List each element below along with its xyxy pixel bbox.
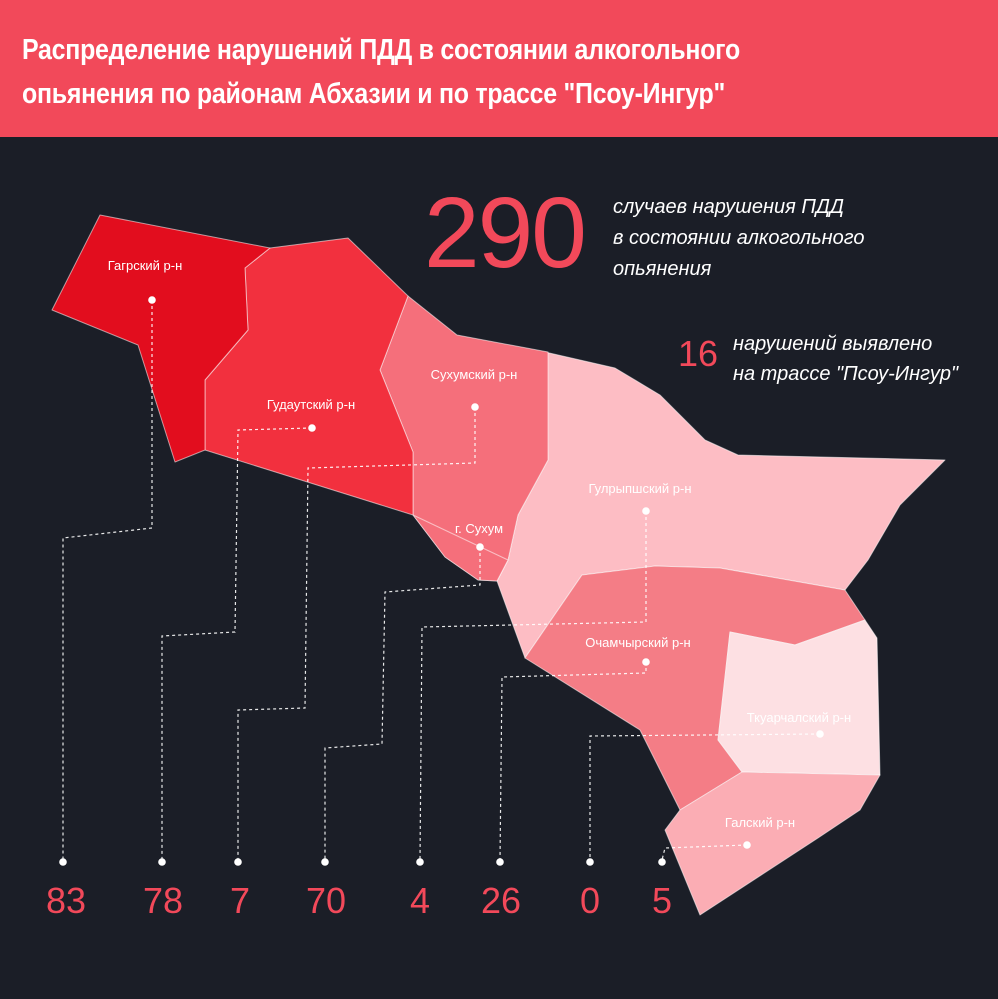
leader-tkuarchal [589, 733, 821, 860]
value-dot-gal [658, 858, 666, 866]
label-gagra: Гагрский р-н [108, 258, 183, 273]
anchor-dots [59, 296, 824, 866]
district-labels: Гагрский р-н Гудаутский р-н Сухумский р-… [108, 258, 851, 830]
label-tkuarchal: Ткуарчалский р-н [747, 710, 851, 725]
value-gal: 5 [652, 880, 672, 921]
anchor-dot-gal [743, 841, 751, 849]
label-sukhum-city: г. Сухум [455, 521, 503, 536]
leader-sukhum-city [324, 547, 481, 860]
value-sukhum-city: 70 [306, 880, 346, 921]
leader-gulripsh [419, 511, 647, 861]
header-banner: Распределение нарушений ПДД в состоянии … [0, 0, 998, 137]
anchor-dot-tkuarchal [816, 730, 824, 738]
label-sukhum-district: Сухумский р-н [431, 367, 518, 382]
label-ochamchira: Очамчырский р-н [585, 635, 690, 650]
value-ochamchira: 26 [481, 880, 521, 921]
leader-gal [661, 844, 748, 861]
value-gulripsh: 4 [410, 880, 430, 921]
value-dot-sukhum-district [234, 858, 242, 866]
highway-violations-number: 16 [678, 333, 719, 374]
value-dot-tkuarchal [586, 858, 594, 866]
region-gagra [51, 214, 271, 463]
region-gal [664, 771, 881, 916]
leader-gudauta [161, 427, 313, 860]
district-regions [51, 214, 946, 916]
value-dot-gulripsh [416, 858, 424, 866]
leader-lines [62, 300, 821, 861]
value-gagra: 83 [46, 880, 86, 921]
value-dot-gudauta [158, 858, 166, 866]
highway-violations-caption: нарушений выявлено на трассе "Псоу-Ингур… [733, 333, 959, 385]
region-tkuarchal [717, 619, 881, 776]
anchor-dot-ochamchira [642, 658, 650, 666]
label-gulripsh: Гулрыпшский р-н [588, 481, 691, 496]
anchor-dot-gagra [148, 296, 156, 304]
value-dot-ochamchira [496, 858, 504, 866]
leader-sukhum-district [237, 407, 476, 860]
anchor-dot-gulripsh [642, 507, 650, 515]
value-dot-gagra [59, 858, 67, 866]
label-gal: Галский р-н [725, 815, 795, 830]
region-sukhum-city [412, 514, 509, 582]
value-dot-sukhum-city [321, 858, 329, 866]
total-violations-caption: случаев нарушения ПДД в состоянии алкого… [613, 196, 865, 280]
anchor-dot-gudauta [308, 424, 316, 432]
total-violations-number: 290 [424, 177, 587, 289]
value-tkuarchal: 0 [580, 880, 600, 921]
leader-ochamchira [499, 662, 647, 861]
anchor-dot-sukhum-city [476, 543, 484, 551]
value-gudauta: 78 [143, 880, 183, 921]
district-values: 83 78 7 70 4 26 0 5 [46, 880, 672, 921]
leader-gagra [62, 300, 153, 860]
page-title: Распределение нарушений ПДД в состоянии … [22, 34, 740, 110]
label-gudauta: Гудаутский р-н [267, 397, 355, 412]
value-sukhum-district: 7 [230, 880, 250, 921]
anchor-dot-sukhum-district [471, 403, 479, 411]
